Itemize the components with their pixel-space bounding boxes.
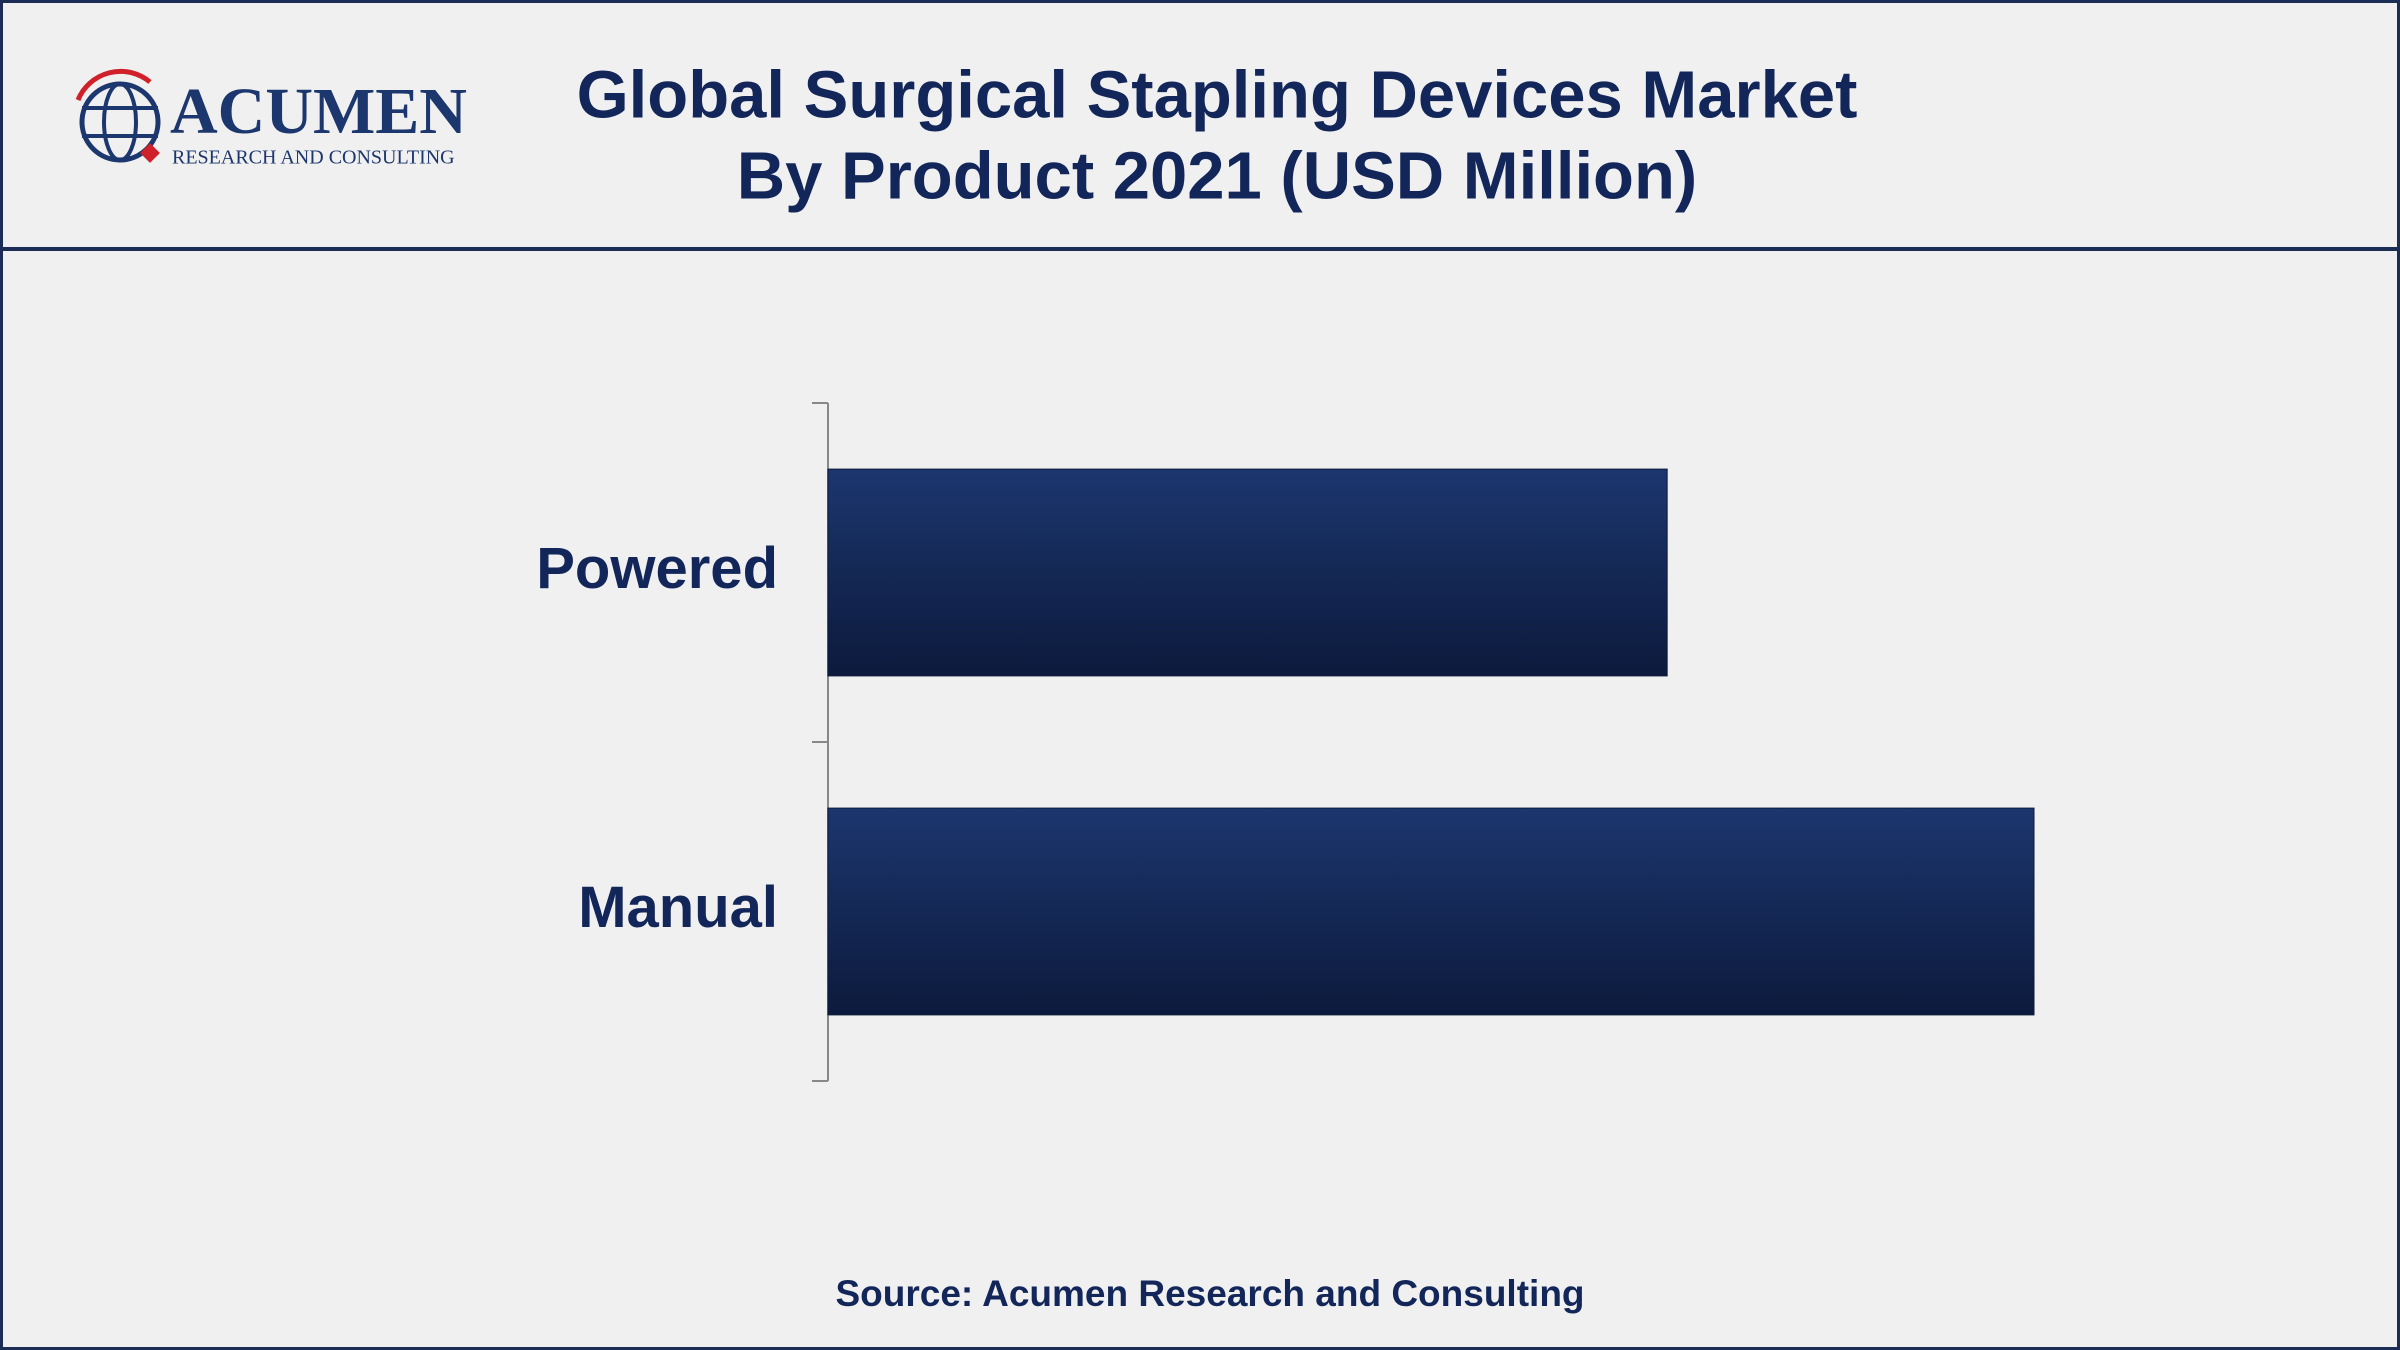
logo-name: ACUMEN xyxy=(170,75,467,148)
bar xyxy=(827,807,2035,1016)
logo: ACUMEN RESEARCH AND CONSULTING xyxy=(75,68,467,169)
category-label: Manual xyxy=(578,875,778,940)
chart-title: By Product 2021 (USD Million) xyxy=(737,139,1697,214)
source-note: Source: Acumen Research and Consulting xyxy=(835,1273,1584,1314)
logo-tagline: RESEARCH AND CONSULTING xyxy=(172,147,455,169)
bar xyxy=(827,468,1668,677)
logo-arc xyxy=(75,68,152,102)
logo-diamond xyxy=(140,143,160,163)
category-label: Powered xyxy=(536,536,778,601)
logo-globe-meridian xyxy=(102,82,138,162)
chart-title: Global Surgical Stapling Devices Market xyxy=(577,58,1858,133)
